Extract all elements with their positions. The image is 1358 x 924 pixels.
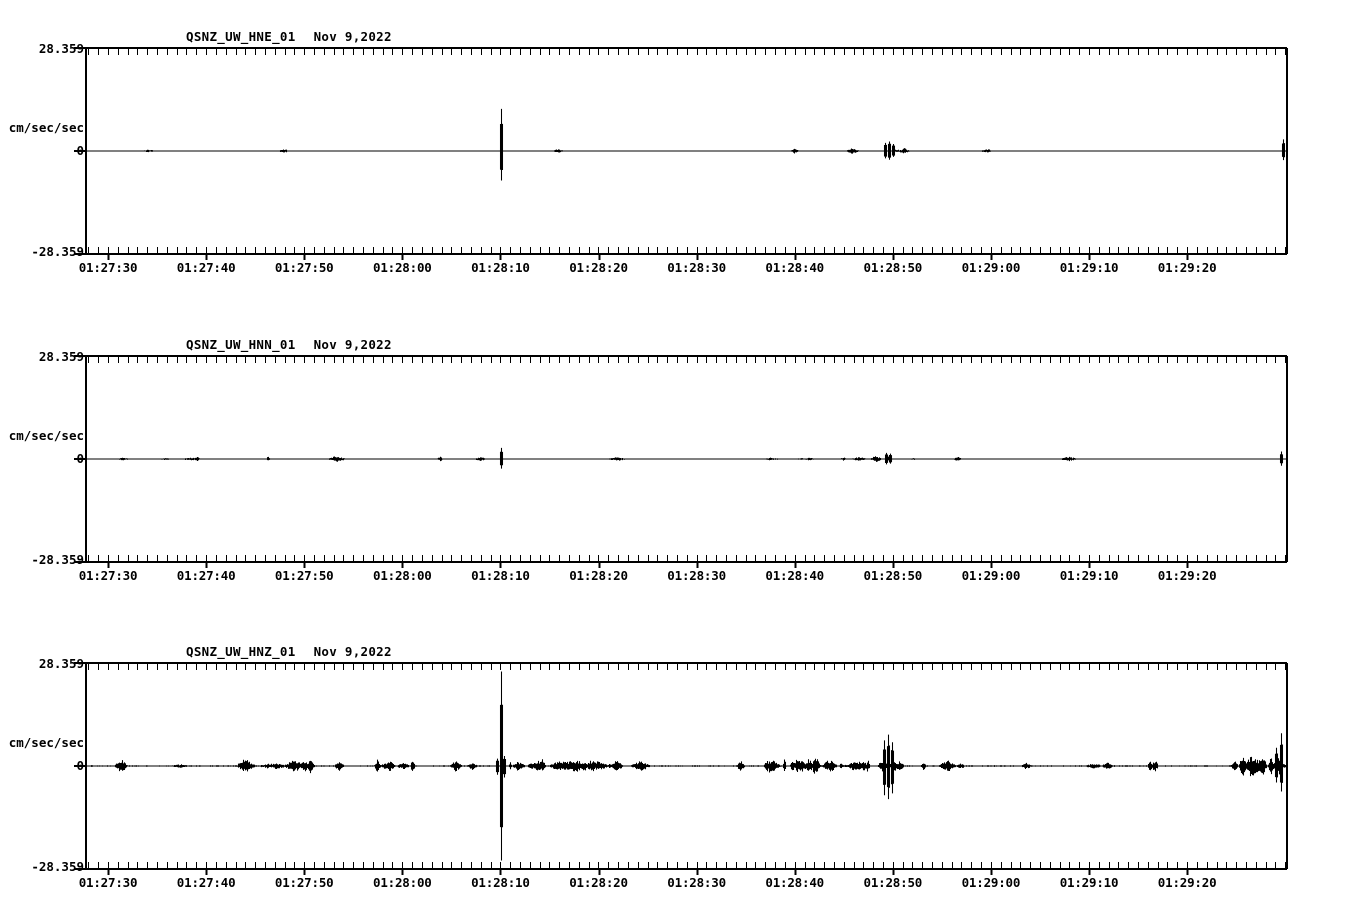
x-axis-tick-label: 01:29:20 [1157,568,1217,583]
y-axis-min-label: -28.359 [31,244,84,259]
x-axis-tick-label: 01:28:00 [372,260,432,275]
x-axis-tick-label: 01:29:00 [961,568,1021,583]
x-axis-tick-label: 01:29:10 [1059,875,1119,890]
x-axis-tick-label: 01:29:00 [961,260,1021,275]
x-axis-tick-label: 01:27:40 [176,875,236,890]
x-axis-tick-label: 01:28:10 [471,260,530,275]
plot-area [74,662,1289,875]
x-axis-tick-labels: 01:27:30 01:27:40 01:27:50 01:28:00 01:28:10… [0,261,1358,279]
seismogram-panel: QSNZ_UW_HNZ_01 Nov 9,2022 28.359 cm/sec/s… [0,615,1358,924]
x-axis-tick-label: 01:27:50 [274,568,334,583]
plot-area [74,355,1289,568]
x-axis-tick-label: 01:27:40 [176,568,236,583]
y-axis-max-label: 28.359 [38,349,84,364]
x-axis-tick-label: 01:28:50 [863,875,923,890]
panel-title: QSNZ_UW_HNZ_01 Nov 9,2022 [186,645,392,659]
x-axis-tick-label: 01:27:50 [274,260,334,275]
panel-title: QSNZ_UW_HNE_01 Nov 9,2022 [186,30,392,44]
y-axis-unit-label: cm/sec/sec [8,120,84,135]
x-axis-tick-label: 01:28:10 [471,568,530,583]
panel-channel-label: QSNZ_UW_HNN_01 [186,337,296,352]
plot-area [74,47,1289,260]
y-axis-unit-label: cm/sec/sec [8,428,84,443]
x-axis-tick-label: 01:29:10 [1059,568,1119,583]
x-axis-tick-label: 01:29:00 [961,875,1021,890]
x-axis-tick-label: 01:28:50 [863,260,923,275]
panel-date-label: Nov 9,2022 [313,644,392,659]
y-axis-min-label: -28.359 [31,552,84,567]
x-axis-tick-label: 01:28:00 [372,568,432,583]
panel-date-label: Nov 9,2022 [313,337,392,352]
y-axis-min-label: -28.359 [31,859,84,874]
x-axis-tick-label: 01:27:40 [176,260,236,275]
x-axis-tick-label: 01:27:30 [78,260,138,275]
x-axis-tick-label: 01:29:10 [1059,260,1119,275]
x-axis-tick-labels: 01:27:30 01:27:40 01:27:50 01:28:00 01:28:10… [0,876,1358,894]
y-axis-unit-label: cm/sec/sec [8,735,84,750]
x-axis-tick-label: 01:28:20 [569,260,628,275]
x-axis-tick-label: 01:28:40 [765,568,824,583]
x-axis-tick-label: 01:28:40 [765,260,824,275]
x-axis-tick-label: 01:28:30 [667,260,726,275]
panel-channel-label: QSNZ_UW_HNE_01 [186,29,296,44]
y-axis-max-label: 28.359 [38,656,84,671]
x-axis-tick-labels: 01:27:30 01:27:40 01:27:50 01:28:00 01:28:10… [0,569,1358,587]
panel-channel-label: QSNZ_UW_HNZ_01 [186,644,296,659]
seismogram-panel: QSNZ_UW_HNE_01 Nov 9,2022 28.359 cm/sec/s… [0,0,1358,300]
panel-title: QSNZ_UW_HNN_01 Nov 9,2022 [186,338,392,352]
x-axis-tick-label: 01:28:50 [863,568,923,583]
seismogram-panel: QSNZ_UW_HNN_01 Nov 9,2022 28.359 cm/sec/s… [0,308,1358,608]
y-axis-max-label: 28.359 [38,41,84,56]
x-axis-tick-label: 01:28:40 [765,875,824,890]
x-axis-tick-label: 01:28:20 [569,875,628,890]
x-axis-tick-label: 01:28:10 [471,875,530,890]
x-axis-tick-label: 01:29:20 [1157,875,1217,890]
x-axis-tick-label: 01:27:30 [78,568,138,583]
x-axis-tick-label: 01:28:30 [667,568,726,583]
panel-date-label: Nov 9,2022 [313,29,392,44]
x-axis-tick-label: 01:27:50 [274,875,334,890]
x-axis-tick-label: 01:28:30 [667,875,726,890]
x-axis-tick-label: 01:28:00 [372,875,432,890]
x-axis-tick-label: 01:27:30 [78,875,138,890]
x-axis-tick-label: 01:28:20 [569,568,628,583]
x-axis-tick-label: 01:29:20 [1157,260,1217,275]
